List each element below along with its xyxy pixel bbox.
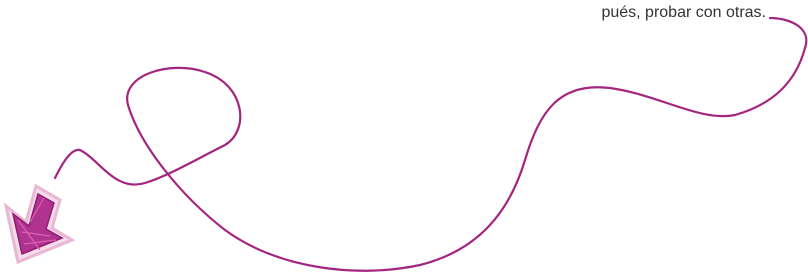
illustration: pués, probar con otras. [0, 0, 808, 277]
caption-text: pués, probar con otras. [601, 4, 766, 21]
page: pués, probar con otras. (() => { const d… [0, 0, 808, 277]
curvy-line [55, 18, 806, 271]
arrow-icon [6, 186, 72, 262]
